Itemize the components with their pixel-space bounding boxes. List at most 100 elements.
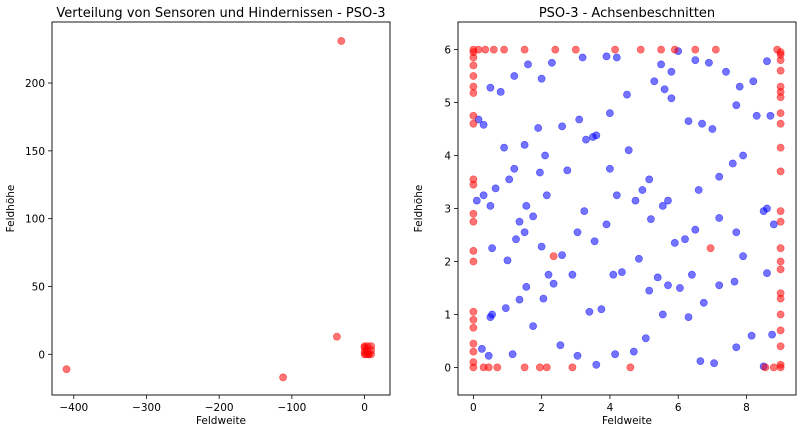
data-point: [469, 307, 478, 316]
data-point: [337, 37, 346, 45]
data-point: [641, 334, 650, 343]
data-point: [529, 212, 537, 221]
data-point: [636, 45, 645, 54]
data-point: [510, 72, 519, 80]
data-point: [512, 235, 520, 244]
data-point: [488, 244, 496, 253]
data-point: [611, 45, 619, 54]
y-tick-label: 2: [444, 256, 451, 268]
data-point: [715, 172, 724, 181]
data-point: [658, 201, 667, 210]
x-tick-label: −300: [132, 402, 161, 414]
data-point: [558, 122, 566, 131]
data-point: [606, 164, 614, 173]
data-point: [768, 330, 776, 339]
data-point: [629, 347, 638, 356]
data-point: [711, 45, 720, 54]
data-point: [776, 167, 785, 176]
data-point: [469, 119, 478, 128]
data-point: [623, 90, 631, 99]
data-point: [469, 209, 478, 218]
data-point: [332, 332, 341, 341]
data-point: [696, 357, 705, 365]
x-tick-label: −200: [205, 402, 234, 414]
data-point: [481, 45, 490, 54]
data-point: [515, 217, 524, 226]
data-point: [484, 363, 493, 372]
y-tick-label: 6: [444, 45, 451, 57]
data-point: [539, 294, 548, 303]
data-point: [590, 237, 599, 246]
data-point: [653, 273, 662, 282]
data-point: [747, 331, 756, 340]
data-point: [542, 363, 551, 372]
data-point: [698, 119, 706, 128]
data-point: [776, 342, 785, 351]
data-point: [541, 151, 549, 160]
data-point: [486, 201, 495, 210]
data-point: [626, 363, 635, 372]
data-point: [469, 61, 478, 70]
data-point: [529, 322, 537, 330]
data-point: [592, 360, 601, 369]
data-point: [537, 242, 546, 251]
data-point: [469, 180, 478, 189]
y-tick-label: 50: [32, 281, 45, 293]
data-point: [477, 344, 486, 353]
data-point: [520, 228, 529, 237]
data-point: [728, 159, 737, 168]
data-point: [515, 295, 524, 304]
data-point: [491, 184, 500, 193]
data-point: [549, 252, 558, 261]
data-point: [556, 341, 565, 350]
data-point: [684, 117, 693, 125]
data-point: [691, 56, 700, 64]
data-point: [688, 270, 696, 279]
data-point: [759, 207, 768, 215]
data-point: [551, 45, 560, 54]
data-point: [635, 254, 643, 263]
data-point: [568, 270, 577, 279]
chart-title: PSO-3 - Achsenbeschnitten: [539, 6, 715, 21]
data-point: [706, 244, 715, 253]
x-tick-label: 2: [538, 402, 545, 414]
data-point: [602, 220, 611, 229]
data-point: [522, 282, 531, 291]
data-point: [585, 307, 594, 316]
data-point: [710, 359, 718, 368]
data-point: [618, 268, 626, 276]
data-point: [664, 281, 672, 290]
data-point: [776, 66, 785, 75]
data-point: [766, 111, 775, 120]
data-point: [524, 60, 532, 69]
data-point: [602, 52, 611, 61]
data-point: [597, 305, 606, 314]
data-point: [660, 85, 669, 94]
data-point: [776, 326, 785, 335]
data-point: [776, 294, 785, 303]
data-point: [776, 310, 785, 319]
y-axis-label: Feldhöhe: [5, 185, 17, 233]
data-point: [624, 146, 633, 155]
data-point: [520, 363, 529, 372]
data-point: [575, 115, 584, 124]
y-tick-label: 150: [25, 146, 45, 158]
data-point: [657, 45, 665, 54]
data-point: [537, 74, 546, 83]
data-point: [580, 207, 589, 215]
data-point: [650, 77, 659, 86]
data-point: [776, 93, 785, 102]
x-tick-label: −400: [59, 402, 88, 414]
data-point: [645, 175, 654, 184]
data-point: [573, 228, 582, 237]
data-point: [776, 207, 785, 215]
data-point: [469, 217, 478, 226]
data-point: [752, 111, 761, 120]
data-point: [776, 56, 785, 64]
data-point: [488, 310, 496, 319]
x-tick-label: 0: [470, 402, 477, 414]
data-point: [715, 281, 724, 290]
data-point: [508, 350, 517, 359]
y-tick-label: 5: [444, 98, 451, 110]
